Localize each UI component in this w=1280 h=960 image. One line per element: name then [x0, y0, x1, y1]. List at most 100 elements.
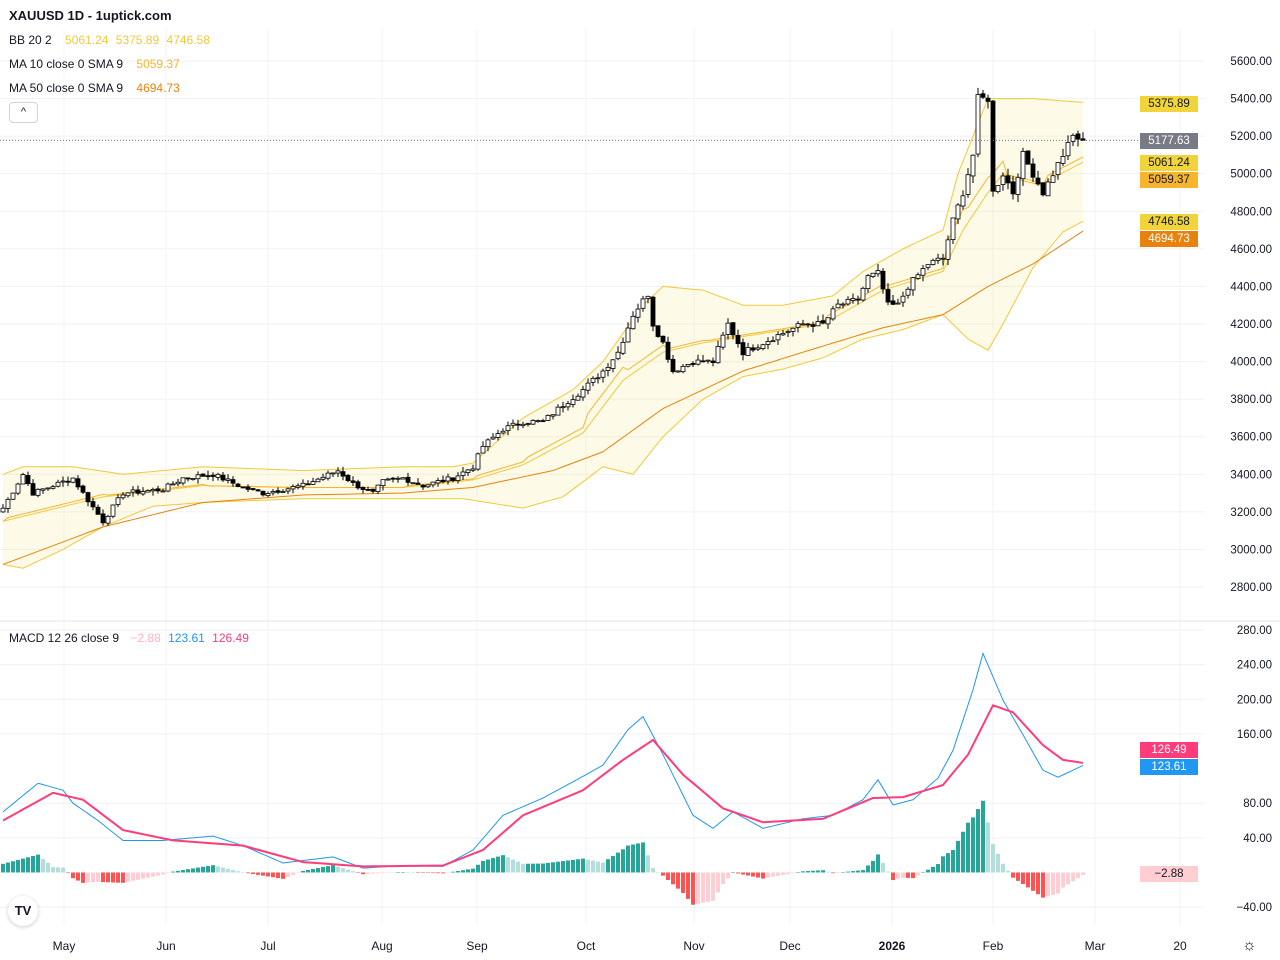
candle [570, 394, 576, 408]
candle [775, 331, 781, 345]
candle-body [850, 298, 856, 301]
candle-body [950, 217, 956, 240]
candle-body [900, 295, 906, 303]
candle-body [830, 308, 836, 320]
candle [40, 488, 46, 494]
gear-icon[interactable]: ☼ [1242, 937, 1257, 954]
macd-histogram-bar [471, 868, 475, 873]
candle-body [240, 486, 246, 489]
macd-histogram-bar [86, 872, 90, 883]
macd-histogram-bar [291, 872, 295, 875]
candle-body [750, 347, 756, 351]
candle [825, 317, 831, 329]
macd-histogram-bar [506, 857, 510, 873]
bb-fill [3, 98, 1083, 569]
candle-body [220, 474, 226, 481]
candle [130, 486, 136, 497]
candle-body [380, 479, 386, 486]
macd-histogram-bar [391, 872, 395, 873]
macd-histogram-bar [46, 862, 50, 873]
macd-histogram-bar [206, 865, 210, 873]
candle-body [125, 492, 131, 497]
candle [1060, 148, 1066, 167]
macd-histogram-bar [161, 872, 165, 875]
candle-body [115, 497, 121, 505]
candle-body [215, 473, 221, 478]
macd-histogram-bar [411, 872, 415, 873]
macd-histogram-bar [1036, 872, 1040, 895]
candle-body [820, 320, 826, 324]
candle [360, 486, 366, 494]
candle [200, 473, 206, 477]
macd-histogram-bar [616, 852, 620, 873]
macd-histogram-bar [796, 872, 800, 873]
macd-histogram-bar [126, 872, 130, 882]
macd-histogram-bar [656, 871, 660, 873]
macd-histogram-bar [341, 868, 345, 873]
macd-histogram-bar [891, 872, 895, 880]
candle-body [870, 272, 876, 277]
candle [555, 404, 561, 416]
candle-body [465, 469, 471, 473]
macd-histogram-bar [1046, 872, 1050, 897]
macd-histogram-bar [956, 840, 960, 873]
candle-body [145, 490, 151, 493]
macd-histogram-bar [251, 872, 255, 875]
candle-body [140, 491, 146, 495]
candle-body [965, 174, 971, 195]
candle-body [825, 317, 831, 325]
candle-body [515, 423, 521, 426]
candle-body [595, 377, 601, 380]
candle [830, 305, 836, 321]
candle-body [760, 344, 766, 349]
price-axis-label: 3400.00 [1230, 469, 1272, 481]
candle [65, 476, 71, 487]
macd-badge: 123.61 [1140, 759, 1198, 775]
candle-body [990, 100, 996, 192]
candle [380, 479, 386, 491]
legend-ma50[interactable]: MA 50 close 0 SMA 9 4694.73 [9, 81, 184, 95]
candle-body [605, 366, 611, 371]
macd-histogram-bar [276, 872, 280, 879]
candle [15, 482, 21, 496]
candle-body [340, 471, 346, 477]
legend-ma10[interactable]: MA 10 close 0 SMA 9 5059.37 [9, 57, 184, 71]
macd-histogram-bar [171, 871, 175, 873]
candle-body [190, 478, 196, 480]
candle-body [765, 341, 771, 345]
candle [45, 487, 51, 491]
candle [745, 342, 751, 356]
candle [565, 400, 571, 411]
candle [730, 322, 736, 340]
candle [715, 340, 721, 364]
macd-histogram-bar [831, 872, 835, 874]
candle [545, 414, 551, 421]
macd-histogram-bar [896, 872, 900, 879]
macd-histogram-bar [626, 845, 630, 873]
candle [280, 489, 286, 494]
time-axis-label: Jul [260, 939, 275, 953]
candle [750, 344, 756, 353]
macd-histogram-bar [706, 872, 710, 902]
candle [105, 514, 111, 526]
legend-macd[interactable]: MACD 12 26 close 9 −2.88 123.61 126.49 [9, 631, 253, 645]
legend-bb[interactable]: BB 20 2 5061.24 5375.89 4746.58 [9, 33, 214, 47]
candle [895, 298, 901, 305]
candle-body [550, 414, 556, 417]
macd-histogram-bar [776, 872, 780, 876]
candle-body [580, 389, 586, 398]
candle-body [505, 425, 511, 432]
candle [210, 472, 216, 482]
candle-body [790, 327, 796, 332]
candle [195, 471, 201, 484]
candle [190, 478, 196, 481]
tradingview-logo[interactable]: TV [8, 896, 38, 926]
macd-histogram-bar [921, 872, 925, 873]
candle-body [60, 480, 66, 483]
candle [650, 296, 656, 332]
macd-histogram-bar [806, 871, 810, 873]
candle [725, 318, 731, 340]
candle-body [525, 423, 531, 426]
collapse-legend-button[interactable]: ^ [9, 102, 38, 123]
